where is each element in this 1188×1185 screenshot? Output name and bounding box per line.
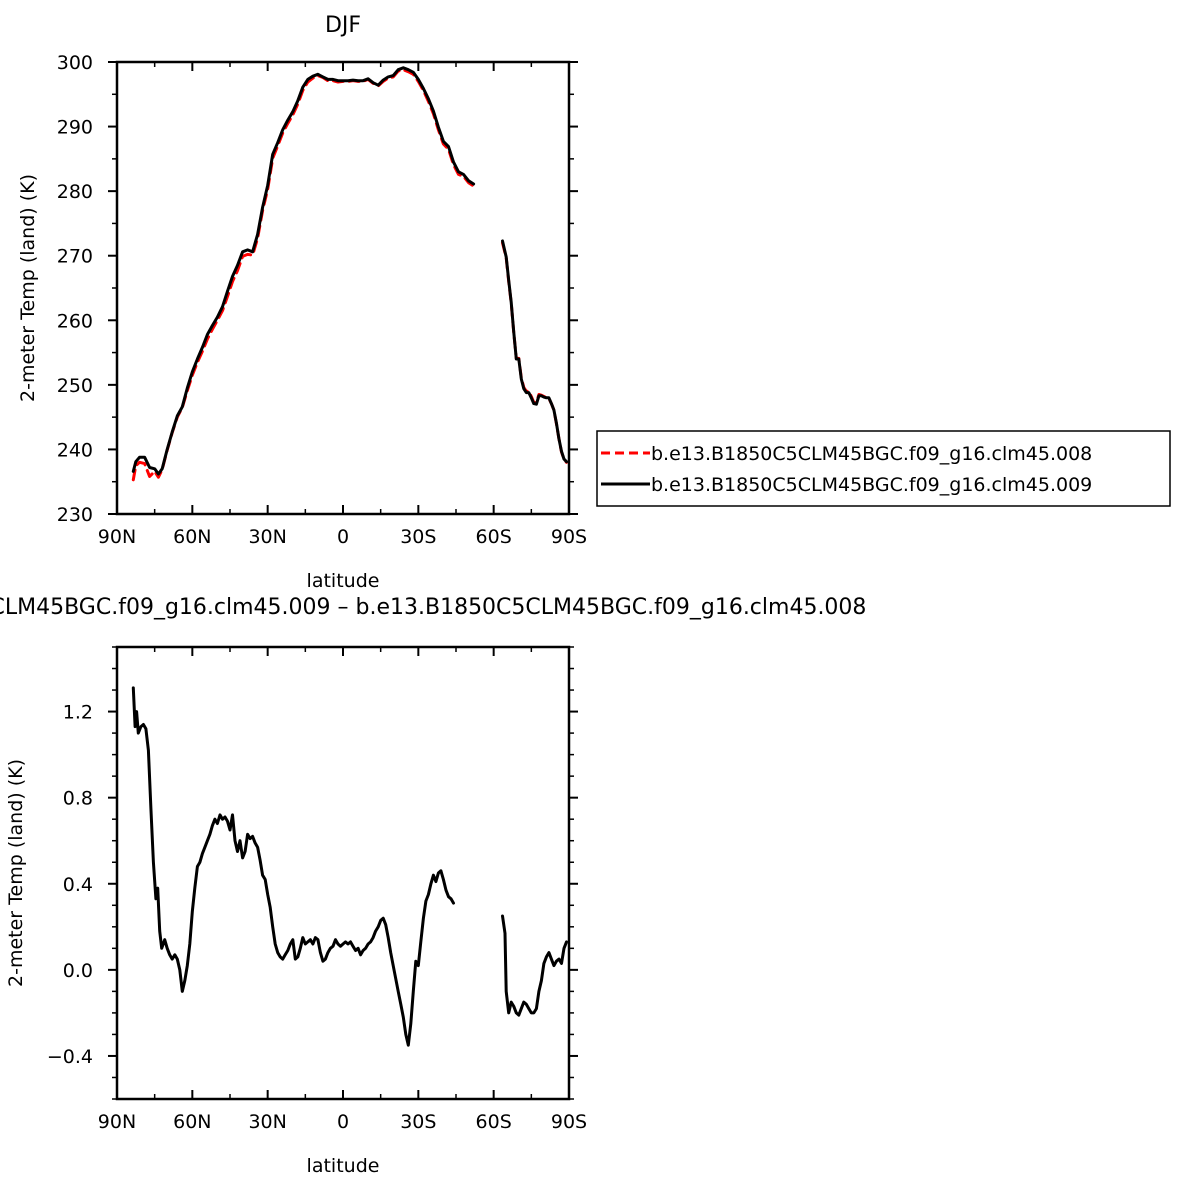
bottom-x-axis-title: latitude [307,1155,380,1177]
bottom-y-tick-label: 0.0 [63,960,93,982]
top-y-tick-label: 260 [57,310,93,332]
bottom-panel: b.e13.B1850C5CLM45BGC.f09_g16.clm45.009 … [0,595,866,1177]
bottom-series-0-segment-0 [131,686,455,1047]
bottom-y-tick-label: 0.4 [63,874,93,896]
top-x-tick-label: 30N [248,526,286,548]
top-x-tick-label: 60S [476,526,512,548]
bottom-y-tick-label: 1.2 [63,702,93,724]
top-plot-ticks: 90N 60N 30N 0 30S 60S 90S 230 240 250 260 270 280 290… [57,52,587,548]
top-plot-title: DJF [325,13,361,38]
bottom-series-0-segment-1 [501,914,568,1017]
top-series-1-segment-0 [131,66,476,476]
bottom-plot-ticks: 90N 60N 30N 0 30S 60S 90S −0.4 0.0 0.4 0.8 1.2 [47,646,587,1133]
bottom-x-tick-label: 60S [476,1111,512,1133]
top-x-tick-label: 0 [337,526,349,548]
top-y-axis-title: 2-meter Temp (land) (K) [17,174,39,402]
bottom-y-tick-label: 0.8 [63,788,93,810]
bottom-x-tick-label: 30S [400,1111,436,1133]
bottom-y-tick-label: −0.4 [47,1046,93,1068]
top-series-1-segment-1 [501,239,568,464]
bottom-x-tick-label: 60N [173,1111,211,1133]
top-series-0-segment-0 [131,68,476,482]
top-y-tick-label: 250 [57,375,93,397]
bottom-plot-lines [131,686,568,1047]
top-x-tick-label: 90N [98,526,136,548]
top-y-tick-label: 230 [57,504,93,526]
top-x-tick-label: 30S [400,526,436,548]
legend-label-series-008: b.e13.B1850C5CLM45BGC.f09_g16.clm45.008 [651,443,1092,465]
legend-box [596,430,1171,507]
top-y-tick-label: 270 [57,246,93,268]
top-y-tick-label: 240 [57,439,93,461]
top-y-tick-label: 280 [57,181,93,203]
bottom-x-tick-label: 90N [98,1111,136,1133]
bottom-x-tick-label: 30N [248,1111,286,1133]
top-y-tick-label: 300 [57,52,93,74]
bottom-x-tick-label: 0 [337,1111,349,1133]
legend: b.e13.B1850C5CLM45BGC.f09_g16.clm45.008 … [596,430,1171,507]
top-x-tick-label: 60N [173,526,211,548]
top-plot-lines [131,66,568,482]
bottom-plot-frame [115,645,571,1101]
bottom-plot-title: b.e13.B1850C5CLM45BGC.f09_g16.clm45.009 … [0,595,866,620]
top-plot-frame [115,60,571,516]
top-y-tick-label: 290 [57,117,93,139]
bottom-x-tick-label: 90S [551,1111,587,1133]
top-x-axis-title: latitude [307,570,380,592]
top-panel: DJF 90N 60N 30N 0 30S 60S 90S 230 240 250 260 270 28… [17,13,587,592]
top-x-tick-label: 90S [551,526,587,548]
bottom-y-axis-title: 2-meter Temp (land) (K) [5,759,27,987]
legend-label-series-009: b.e13.B1850C5CLM45BGC.f09_g16.clm45.009 [651,474,1092,496]
